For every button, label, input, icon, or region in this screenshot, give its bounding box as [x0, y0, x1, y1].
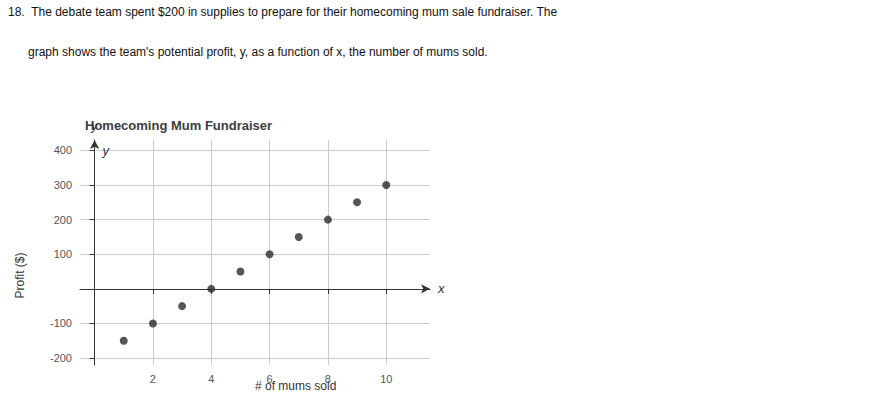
svg-text:-100: -100 — [50, 317, 72, 329]
svg-text:y: y — [102, 143, 111, 158]
svg-text:10: 10 — [380, 373, 392, 385]
svg-text:100: 100 — [54, 248, 72, 260]
svg-text:Homecoming Mum Fundraiser: Homecoming Mum Fundraiser — [85, 118, 272, 133]
svg-text:4: 4 — [208, 373, 214, 385]
svg-text:18. The debate team spent $20: 18. The debate team spent $200 in suppli… — [8, 5, 558, 19]
svg-text:graph shows the team's potenti: graph shows the team's potential profit,… — [8, 45, 488, 59]
svg-text:300: 300 — [54, 179, 72, 191]
svg-text:x: x — [437, 281, 445, 296]
svg-text:-200: -200 — [50, 352, 72, 364]
svg-text:400: 400 — [54, 144, 72, 156]
svg-text:2: 2 — [150, 373, 156, 385]
svg-text:Profit ($): Profit ($) — [13, 252, 27, 298]
svg-text:200: 200 — [54, 214, 72, 226]
svg-text:# of mums sold: # of mums sold — [255, 379, 336, 393]
